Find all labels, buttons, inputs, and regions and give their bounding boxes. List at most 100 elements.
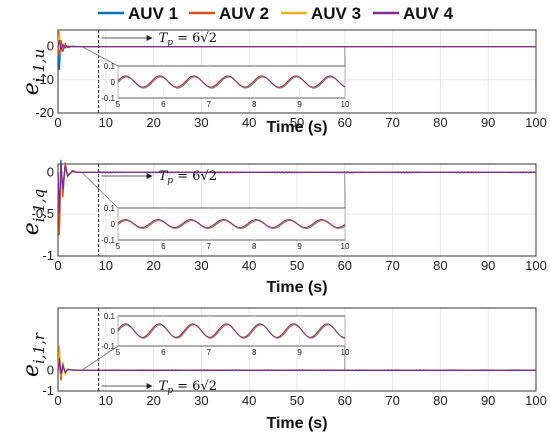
zoom-connector (81, 46, 119, 67)
inset-x-tick-label: 5 (116, 100, 121, 109)
y-axis-label: ei,1,r (19, 332, 48, 377)
plot-area (57, 163, 537, 257)
x-axis-label: Time (s) (266, 415, 327, 432)
x-tick-label: 80 (433, 393, 447, 408)
legend-label: AUV 1 (128, 4, 178, 23)
settling-time-annotation: Tp = 6√2 (159, 169, 217, 186)
arrow-head (146, 173, 153, 179)
y-axis-label-sub: i,1,u (30, 49, 48, 83)
inset-x-tick-label: 6 (161, 242, 166, 251)
x-tick-label: 0 (54, 393, 61, 408)
inset-x-tick-label: 10 (341, 100, 350, 109)
inset-plot: 5 6 7 8 9 10 0.1 0 -0.1 (101, 312, 350, 357)
settling-time-annotation: Tp = 6√2 (159, 379, 217, 396)
annotation-sub: p (167, 386, 173, 396)
inset-series-line (117, 218, 346, 229)
x-tick-label: 30 (194, 115, 208, 130)
x-tick-label: 30 (194, 258, 208, 273)
residual-oscillation (98, 369, 536, 372)
y-tick-label: -0.5 (32, 206, 54, 221)
x-tick-label: 0 (54, 258, 61, 273)
x-tick-label: 50 (290, 258, 304, 273)
inset-plot: 5 6 7 8 9 10 0.1 0 -0.1 (101, 62, 350, 109)
y-tick-label: 0 (47, 164, 54, 179)
legend-item[interactable]: AUV 4 (373, 4, 454, 23)
x-tick-label: 90 (481, 393, 495, 408)
inset-x-tick-label: 7 (207, 348, 212, 357)
y-axis-label-sub: i,1,r (30, 332, 48, 364)
x-tick-label: 90 (481, 258, 495, 273)
inset-x-tick-label: 8 (252, 100, 257, 109)
x-tick-label: 40 (242, 115, 256, 130)
x-tick-label: 20 (146, 115, 160, 130)
x-tick-label: 50 (290, 115, 304, 130)
residual-oscillation (98, 171, 536, 174)
annotation-main: T (159, 169, 169, 184)
y-tick-label: -1 (42, 383, 54, 398)
legend-label: AUV 4 (403, 4, 454, 23)
x-tick-label: 40 (242, 393, 256, 408)
inset-x-tick-label: 8 (252, 348, 257, 357)
legend-item[interactable]: AUV 3 (281, 4, 361, 23)
x-tick-label: 10 (99, 258, 113, 273)
inset-x-tick-label: 8 (252, 242, 257, 251)
inset-x-tick-label: 9 (297, 242, 302, 251)
inset-y-tick-label: 0 (111, 78, 116, 87)
x-tick-label: 100 (525, 258, 547, 273)
x-tick-label: 10 (99, 393, 113, 408)
zoom-connector (81, 345, 119, 371)
y-axis-label-main: e (19, 364, 44, 377)
annotation-rest: = 6√2 (173, 379, 217, 394)
inset-x-tick-label: 7 (207, 100, 212, 109)
inset-y-tick-label: 0.1 (104, 204, 116, 213)
y-tick-label: 0 (47, 39, 54, 54)
x-tick-label: 30 (194, 393, 208, 408)
annotation-rest: = 6√2 (173, 169, 217, 184)
x-tick-label: 80 (433, 115, 447, 130)
legend-label: AUV 2 (219, 4, 269, 23)
inset-x-tick-label: 9 (297, 348, 302, 357)
inset-y-tick-label: 0.1 (104, 62, 116, 71)
plot-area (57, 307, 537, 392)
annotation-main: T (159, 31, 169, 46)
y-tick-label: 0 (47, 362, 54, 377)
inset-y-tick-label: -0.1 (101, 342, 115, 351)
inset-x-tick-label: 6 (161, 348, 166, 357)
inset-y-tick-label: 0.1 (104, 312, 116, 321)
inset-x-tick-label: 5 (116, 242, 121, 251)
x-tick-label: 100 (525, 393, 547, 408)
x-axis-label: Time (s) (266, 119, 327, 136)
x-tick-label: 20 (146, 393, 160, 408)
x-tick-label: 90 (481, 115, 495, 130)
zoom-connector (81, 172, 119, 209)
annotation-main: T (159, 379, 169, 394)
arrow-head (146, 383, 153, 389)
arrow-head (146, 35, 153, 41)
legend-item[interactable]: AUV 2 (189, 4, 269, 23)
y-axis-label: ei,1,u (19, 49, 48, 96)
inset-y-tick-label: -0.1 (101, 94, 115, 103)
inset-x-tick-label: 10 (341, 242, 350, 251)
x-tick-label: 60 (338, 258, 352, 273)
x-tick-label: 70 (385, 115, 399, 130)
annotation-sub: p (167, 176, 173, 186)
x-tick-label: 60 (338, 393, 352, 408)
inset-y-tick-label: -0.1 (101, 236, 115, 245)
x-tick-label: 10 (99, 115, 113, 130)
annotation-rest: = 6√2 (173, 31, 217, 46)
inset-x-tick-label: 7 (207, 242, 212, 251)
y-axis-label-main: e (19, 222, 44, 235)
inset-series-line (117, 323, 345, 338)
x-tick-label: 20 (146, 258, 160, 273)
inset-y-tick-label: 0 (111, 220, 116, 229)
y-tick-label: -20 (35, 105, 54, 120)
legend-label: AUV 3 (311, 4, 361, 23)
legend-item[interactable]: AUV 1 (98, 4, 178, 23)
x-axis-label: Time (s) (266, 279, 327, 296)
x-tick-label: 70 (385, 393, 399, 408)
